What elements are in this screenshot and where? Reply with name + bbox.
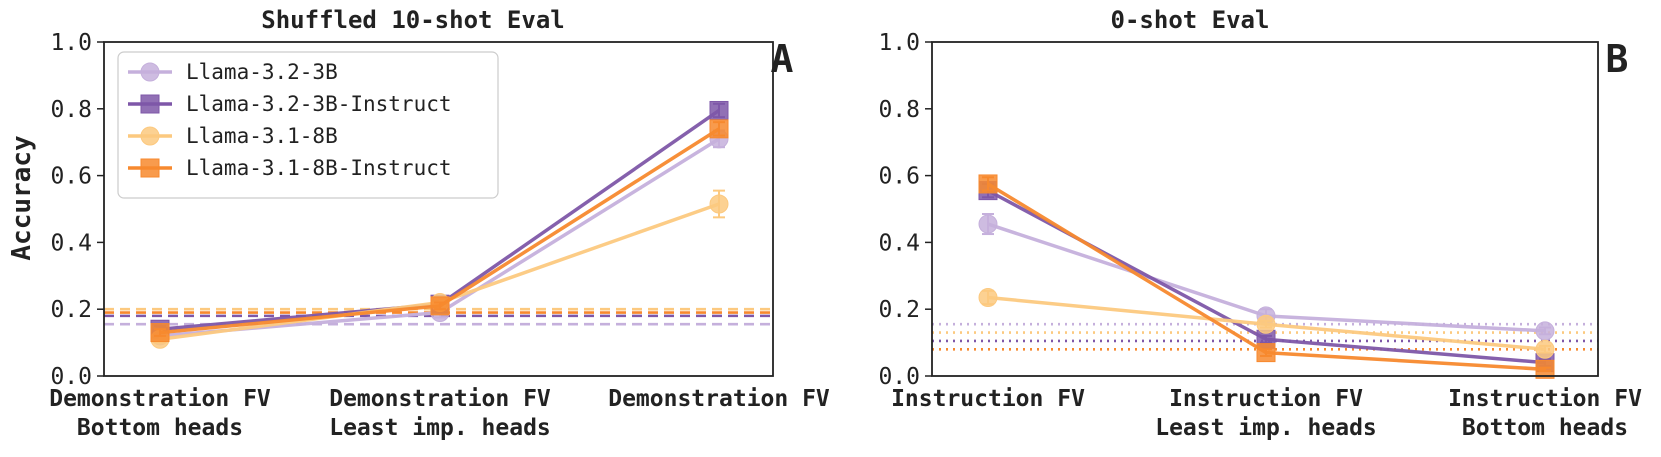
panel-a-title: Shuffled 10-shot Eval bbox=[261, 6, 564, 34]
data-point-llama-3-1-8b bbox=[709, 194, 729, 214]
panel-a: Shuffled 10-shot Eval Accuracy A 0.0 0.2 0… bbox=[7, 6, 830, 441]
data-point-llama-3-1-8b-instruct bbox=[430, 296, 450, 316]
legend-marker-llama-3-2-3b-instruct bbox=[140, 94, 160, 114]
x-tick-label: Demonstration FV Bottom heads bbox=[49, 386, 271, 441]
x-tick-label: Demonstration FV Least imp. heads bbox=[329, 386, 551, 441]
y-tick-label: 0.4 bbox=[50, 230, 92, 256]
panel-a-label: A bbox=[771, 37, 794, 81]
data-point-llama-3-1-8b-instruct bbox=[709, 119, 729, 139]
data-point-llama-3-1-8b bbox=[1535, 339, 1555, 359]
axes-frame bbox=[103, 41, 774, 377]
y-tick-label: 0.8 bbox=[50, 97, 92, 123]
data-point-llama-3-2-3b bbox=[1535, 321, 1555, 341]
y-axis-label: Accuracy bbox=[7, 135, 37, 260]
data-point-llama-3-1-8b-instruct bbox=[1256, 343, 1276, 363]
legend-marker-llama-3-2-3b bbox=[140, 62, 160, 82]
y-tick-label: 0.8 bbox=[878, 97, 920, 123]
data-point-llama-3-1-8b-instruct bbox=[978, 174, 998, 194]
legend-label: Llama-3.1-8B-Instruct bbox=[186, 156, 452, 180]
axes-frame bbox=[931, 41, 1599, 377]
panel-b-label: B bbox=[1606, 37, 1629, 81]
y-tick-label: 0.4 bbox=[878, 230, 920, 256]
y-tick-label: 0.0 bbox=[50, 364, 92, 390]
y-tick-label: 0.0 bbox=[878, 364, 920, 390]
x-tick-label: Demonstration FV bbox=[608, 386, 830, 412]
legend-label: Llama-3.2-3B-Instruct bbox=[186, 92, 452, 116]
y-tick-label: 0.2 bbox=[50, 297, 92, 323]
x-tick-label: Instruction FV Bottom heads bbox=[1448, 386, 1642, 441]
data-point-llama-3-1-8b-instruct bbox=[1535, 359, 1555, 379]
legend-marker-llama-3-1-8b-instruct bbox=[140, 158, 160, 178]
data-point-llama-3-2-3b bbox=[978, 214, 998, 234]
y-tick-label: 1.0 bbox=[50, 30, 92, 56]
data-point-llama-3-1-8b bbox=[1256, 314, 1276, 334]
x-tick-label: Instruction FV bbox=[891, 386, 1085, 412]
y-tick-label: 1.0 bbox=[878, 30, 920, 56]
y-tick-label: 0.6 bbox=[878, 164, 920, 190]
legend-label: Llama-3.1-8B bbox=[186, 124, 338, 148]
y-tick-label: 0.6 bbox=[50, 164, 92, 190]
panel-b: 0-shot Eval B 0.0 0.2 0.4 0.6 0.8 1.0 Instruct… bbox=[878, 6, 1642, 441]
panel-b-title: 0-shot Eval bbox=[1111, 6, 1270, 34]
data-point-llama-3-1-8b-instruct bbox=[150, 323, 170, 343]
data-point-llama-3-1-8b bbox=[978, 288, 998, 308]
legend-frame bbox=[117, 51, 499, 199]
y-tick-label: 0.2 bbox=[878, 297, 920, 323]
x-tick-label: Instruction FV Least imp. heads bbox=[1155, 386, 1377, 441]
legend-label: Llama-3.2-3B bbox=[186, 60, 338, 84]
legend-marker-llama-3-1-8b bbox=[140, 126, 160, 146]
data-point-llama-3-2-3b-instruct bbox=[709, 100, 729, 120]
legend: Llama-3.2-3B Llama-3.2-3B-Instruct Llama-3… bbox=[117, 51, 499, 199]
